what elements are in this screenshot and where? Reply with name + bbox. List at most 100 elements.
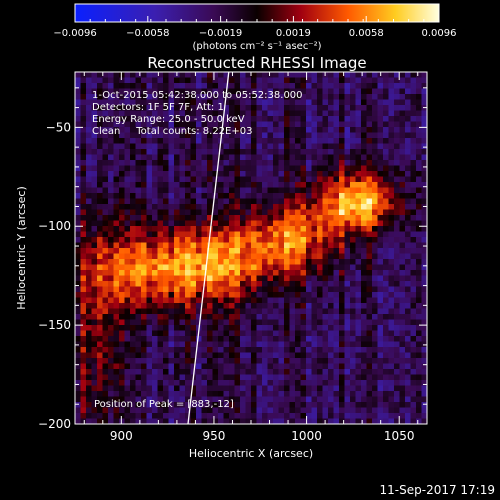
- heatmap-cell: [157, 77, 164, 84]
- heatmap-cell: [300, 259, 307, 265]
- heatmap-cell: [278, 270, 285, 276]
- heatmap-cell: [328, 132, 334, 139]
- heatmap-cell: [328, 358, 334, 364]
- heatmap-cell: [141, 242, 147, 249]
- heatmap-cell: [196, 391, 202, 397]
- heatmap-cell: [152, 160, 158, 166]
- heatmap-cell: [108, 242, 114, 249]
- heatmap-cell: [366, 369, 373, 375]
- heatmap-cell: [350, 248, 356, 254]
- heatmap-cell: [377, 171, 384, 177]
- heatmap-cell: [135, 358, 142, 364]
- heatmap-cell: [300, 264, 307, 271]
- heatmap-cell: [344, 325, 351, 331]
- heatmap-cell: [350, 154, 356, 161]
- heatmap-cell: [317, 94, 323, 100]
- heatmap-cell: [146, 314, 153, 320]
- heatmap-cell: [168, 402, 175, 408]
- heatmap-cell: [256, 319, 263, 326]
- heatmap-cell: [405, 121, 411, 128]
- heatmap-cell: [333, 330, 340, 337]
- heatmap-cell: [361, 253, 367, 260]
- heatmap-cell: [86, 171, 92, 177]
- heatmap-cell: [229, 330, 235, 337]
- heatmap-cell: [135, 154, 142, 161]
- heatmap-cell: [306, 297, 312, 304]
- heatmap-cell: [196, 385, 202, 392]
- heatmap-cell: [361, 297, 367, 304]
- heatmap-cell: [102, 149, 109, 155]
- heatmap-cell: [273, 253, 279, 260]
- heatmap-cell: [229, 94, 235, 100]
- heatmap-cell: [339, 127, 345, 133]
- heatmap-cell: [421, 380, 427, 386]
- heatmap-cell: [251, 83, 257, 89]
- heatmap-cell: [174, 347, 180, 353]
- heatmap-cell: [328, 77, 334, 84]
- heatmap-cell: [212, 347, 219, 353]
- heatmap-cell: [273, 198, 279, 205]
- heatmap-cell: [240, 286, 246, 293]
- heatmap-cell: [311, 358, 318, 364]
- heatmap-cell: [212, 418, 219, 424]
- heatmap-cell: [130, 341, 136, 348]
- heatmap-cell: [416, 248, 422, 254]
- heatmap-cell: [251, 176, 257, 183]
- heatmap-cell: [240, 297, 246, 304]
- heatmap-cell: [207, 105, 213, 111]
- heatmap-cell: [306, 242, 312, 249]
- heatmap-cell: [383, 402, 389, 408]
- heatmap-cell: [322, 264, 329, 271]
- heatmap-cell: [377, 352, 384, 359]
- heatmap-cell: [383, 352, 389, 359]
- heatmap-cell: [135, 160, 142, 166]
- heatmap-cell: [97, 226, 103, 232]
- heatmap-cell: [289, 94, 296, 100]
- heatmap-cell: [251, 352, 257, 359]
- heatmap-cell: [234, 110, 241, 117]
- heatmap-cell: [383, 94, 389, 100]
- heatmap-cell: [223, 110, 230, 117]
- heatmap-cell: [86, 248, 92, 254]
- heatmap-cell: [355, 220, 362, 227]
- heatmap-cell: [234, 204, 241, 210]
- heatmap-cell: [185, 198, 191, 205]
- heatmap-cell: [377, 259, 384, 265]
- heatmap-cell: [355, 154, 362, 161]
- heatmap-cell: [141, 418, 147, 424]
- heatmap-cell: [141, 77, 147, 84]
- heatmap-cell: [218, 391, 224, 397]
- heatmap-cell: [124, 402, 131, 408]
- heatmap-cell: [394, 314, 400, 320]
- heatmap-cell: [372, 160, 378, 166]
- heatmap-cell: [328, 209, 334, 216]
- heatmap-cell: [410, 281, 417, 287]
- heatmap-cell: [399, 187, 406, 194]
- heatmap-cell: [86, 347, 92, 353]
- heatmap-cell: [135, 83, 142, 89]
- heatmap-cell: [75, 116, 81, 122]
- heatmap-cell: [152, 396, 158, 403]
- heatmap-cell: [207, 341, 213, 348]
- heatmap-cell: [405, 160, 411, 166]
- heatmap-cell: [168, 352, 175, 359]
- heatmap-cell: [372, 204, 378, 210]
- heatmap-cell: [278, 369, 285, 375]
- heatmap-cell: [218, 231, 224, 238]
- heatmap-cell: [289, 418, 296, 424]
- heatmap-cell: [113, 385, 120, 392]
- heatmap-cell: [80, 154, 87, 161]
- heatmap-cell: [102, 209, 109, 216]
- heatmap-cell: [190, 121, 197, 128]
- heatmap-cell: [157, 352, 164, 359]
- heatmap-cell: [108, 220, 114, 227]
- heatmap-cell: [284, 325, 290, 331]
- heatmap-cell: [317, 110, 323, 117]
- heatmap-cell: [344, 121, 351, 128]
- heatmap-cell: [146, 231, 153, 238]
- heatmap-cell: [174, 143, 180, 150]
- heatmap-cell: [218, 413, 224, 419]
- heatmap-cell: [223, 308, 230, 315]
- heatmap-cell: [366, 363, 373, 370]
- heatmap-cell: [251, 380, 257, 386]
